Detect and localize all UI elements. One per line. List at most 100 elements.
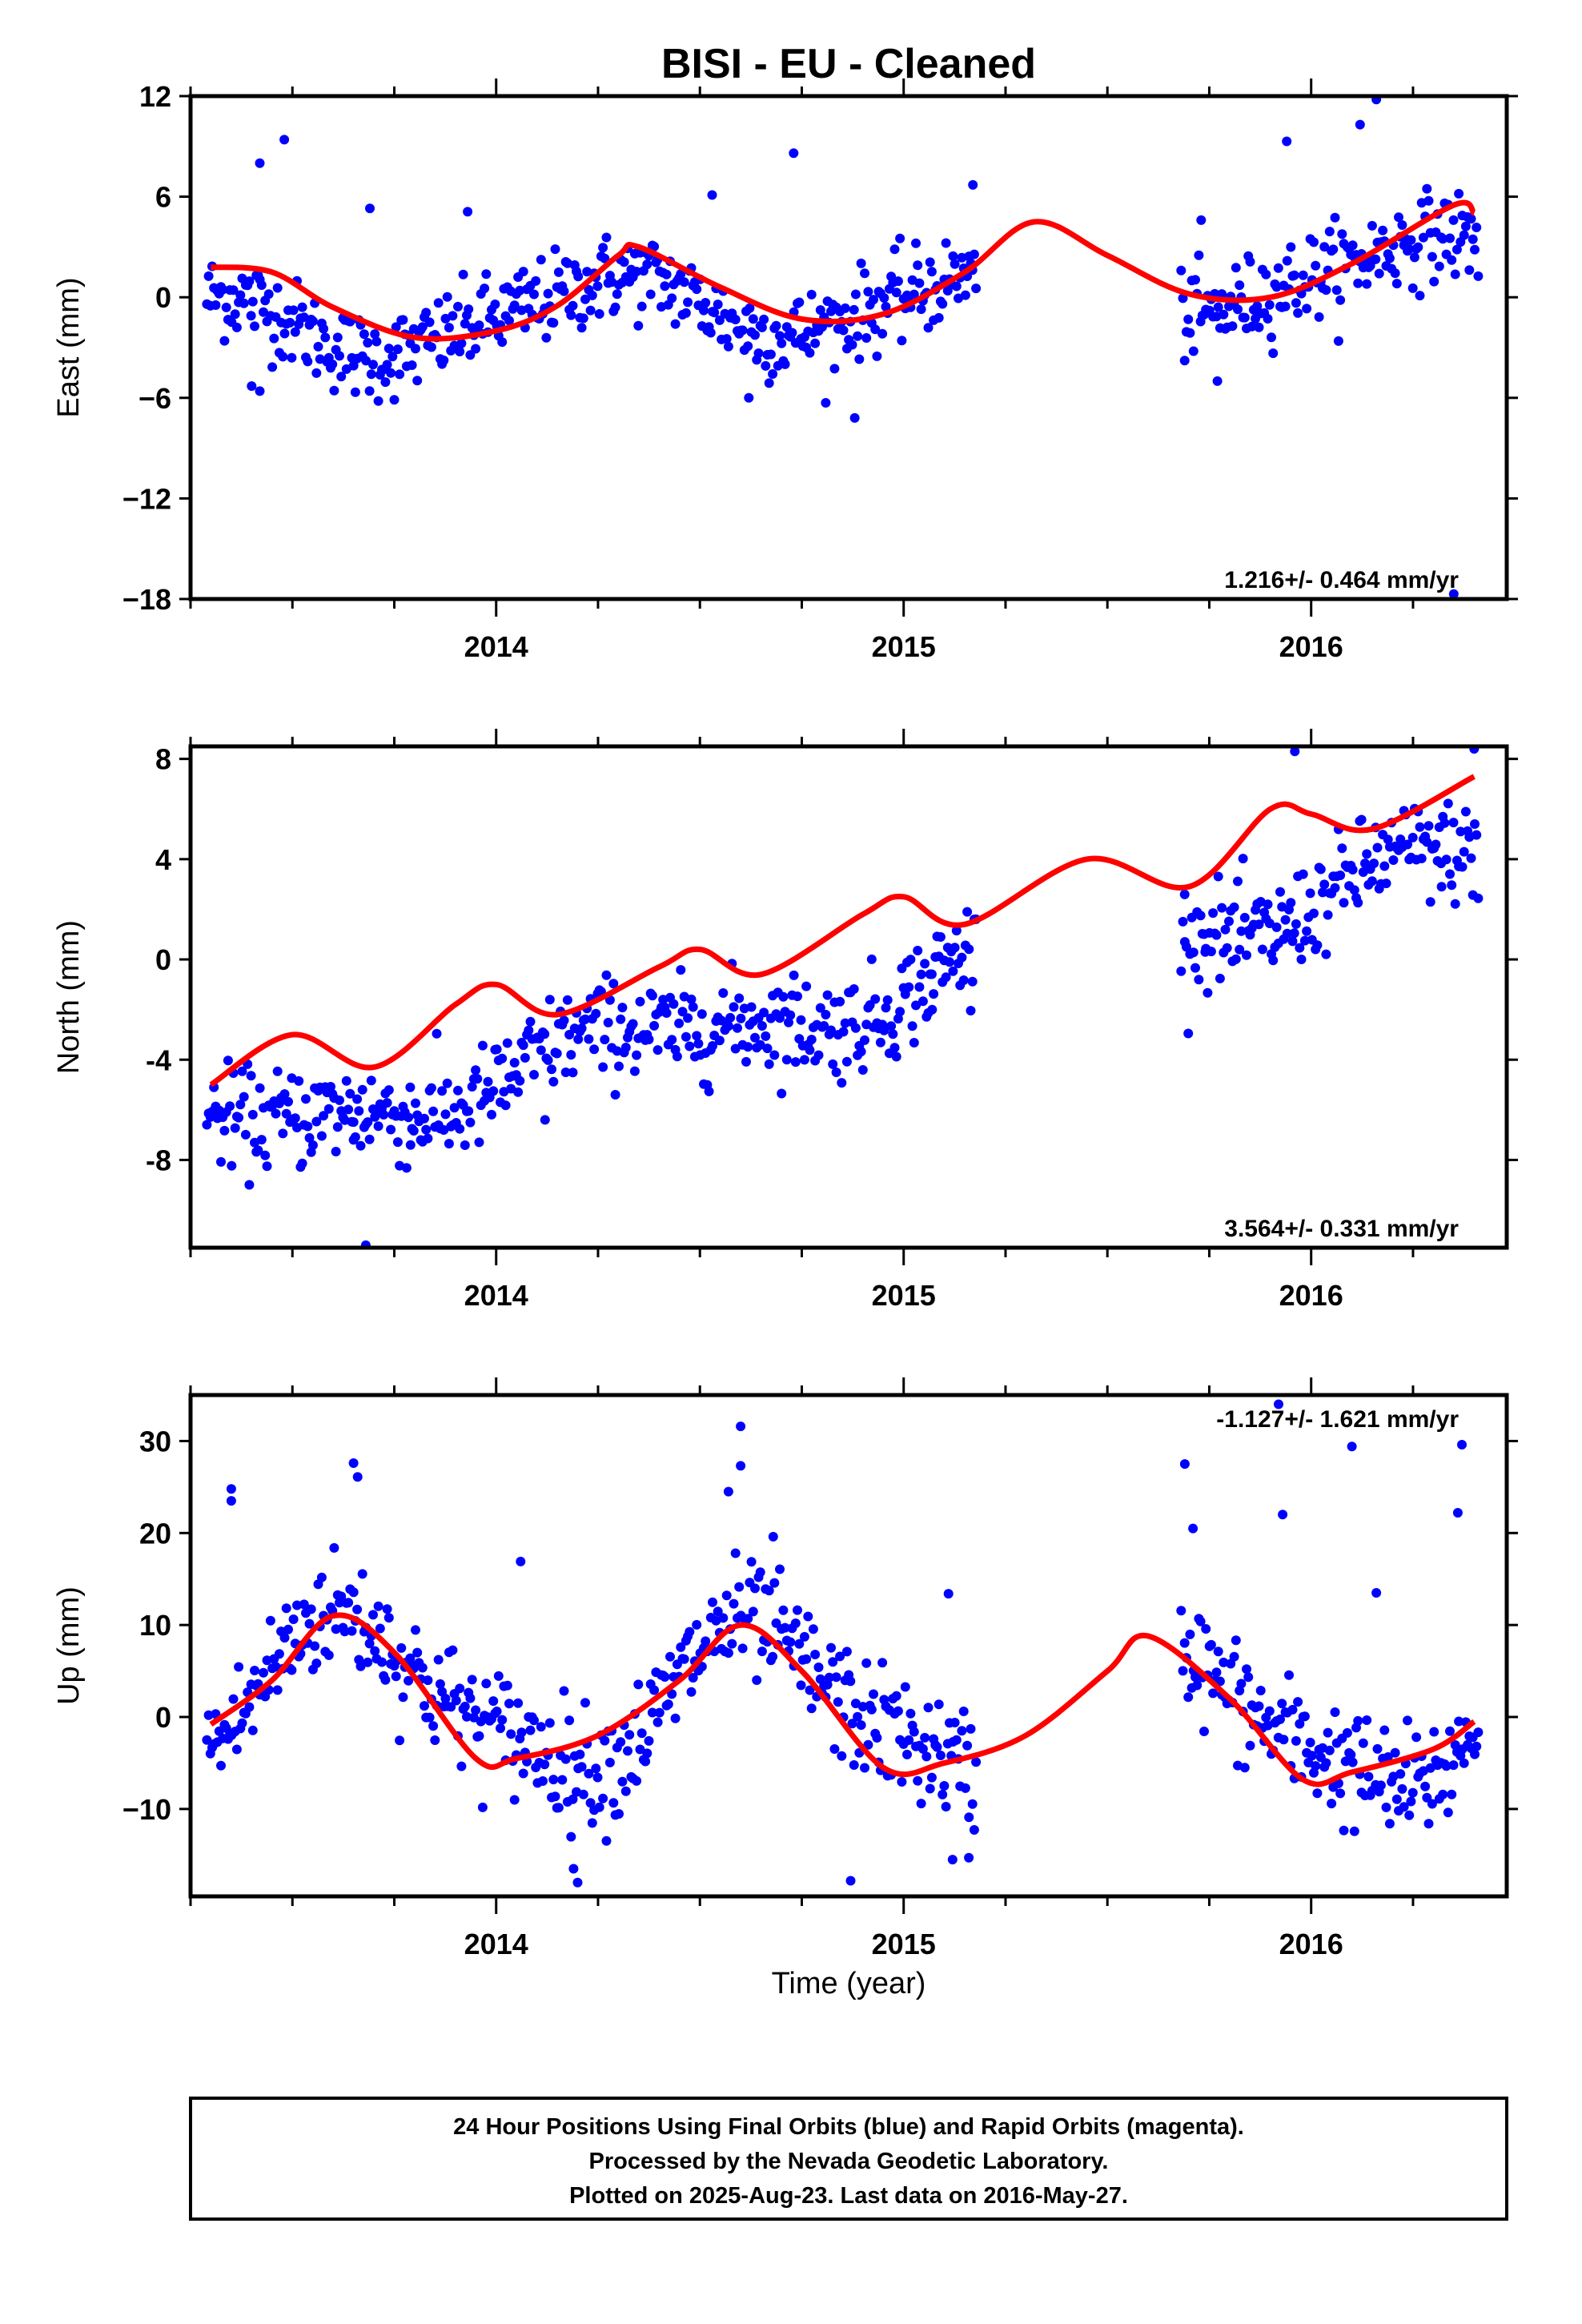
- data-point: [764, 1586, 774, 1596]
- data-point: [746, 1557, 757, 1567]
- data-point: [608, 979, 619, 989]
- fit-line-east: [211, 199, 1476, 342]
- data-point: [1179, 937, 1190, 947]
- x-tick-label: 2015: [872, 1928, 936, 1960]
- x-tick-label: 2015: [872, 630, 936, 663]
- data-point: [736, 1421, 746, 1432]
- data-point: [437, 1086, 448, 1096]
- data-point: [531, 275, 541, 286]
- data-point: [904, 1735, 914, 1745]
- data-point: [734, 1582, 745, 1592]
- data-point: [784, 1017, 793, 1027]
- data-point: [1335, 1788, 1346, 1799]
- data-point: [592, 281, 603, 292]
- data-point: [1199, 1727, 1209, 1736]
- data-point: [598, 1793, 608, 1803]
- data-point: [714, 1035, 725, 1046]
- data-point: [881, 1003, 891, 1013]
- data-point: [1274, 1399, 1283, 1409]
- data-point: [793, 1605, 802, 1615]
- data-point: [1422, 183, 1432, 194]
- data-point: [1211, 1667, 1222, 1678]
- data-point: [260, 1150, 271, 1160]
- x-tick-label: 2014: [464, 630, 528, 663]
- data-point: [723, 1648, 733, 1659]
- data-point: [644, 1035, 654, 1044]
- y-tick-label: -4: [146, 1043, 171, 1076]
- data-point: [589, 1044, 600, 1055]
- data-point: [1305, 1737, 1315, 1747]
- data-point: [938, 299, 948, 309]
- data-point: [319, 1111, 329, 1121]
- data-point: [244, 1180, 255, 1190]
- data-point: [1279, 1735, 1289, 1745]
- data-point: [417, 1663, 428, 1673]
- data-point: [272, 1066, 283, 1076]
- data-point: [676, 1642, 686, 1652]
- data-point: [765, 349, 776, 360]
- data-point: [319, 324, 329, 334]
- data-point: [835, 996, 845, 1007]
- data-point: [304, 1618, 315, 1629]
- data-point: [278, 352, 288, 362]
- data-point: [674, 1018, 685, 1028]
- data-point: [1293, 308, 1303, 318]
- data-point: [1422, 837, 1432, 847]
- data-point: [509, 1058, 520, 1068]
- data-point: [1291, 1735, 1301, 1746]
- data-point: [964, 1852, 974, 1863]
- data-point: [269, 333, 279, 344]
- y-tick-label: 0: [155, 281, 171, 314]
- data-point: [585, 1798, 596, 1808]
- data-point: [1287, 936, 1298, 947]
- data-point: [401, 1163, 412, 1173]
- data-point: [456, 1761, 467, 1771]
- data-point: [1194, 250, 1204, 260]
- data-point: [640, 1756, 651, 1767]
- data-point: [1394, 212, 1403, 223]
- data-point: [805, 1045, 815, 1055]
- data-point: [279, 135, 290, 145]
- data-point: [860, 1035, 869, 1045]
- data-point: [355, 1140, 366, 1151]
- data-point: [600, 1035, 610, 1045]
- data-point: [1311, 1761, 1321, 1771]
- data-point: [1254, 322, 1264, 332]
- data-point: [1286, 242, 1296, 252]
- data-point: [877, 1658, 888, 1668]
- data-point: [411, 1625, 420, 1635]
- data-point: [856, 258, 866, 268]
- data-point: [536, 1722, 546, 1732]
- data-point: [960, 290, 970, 300]
- data-point: [1268, 348, 1279, 359]
- data-point: [909, 289, 919, 300]
- data-point: [1195, 1616, 1206, 1626]
- data-point: [932, 1742, 942, 1752]
- data-point: [857, 1065, 868, 1075]
- data-point: [1342, 1727, 1352, 1738]
- data-point: [230, 309, 240, 320]
- data-point: [1236, 1679, 1247, 1689]
- data-point: [934, 1699, 944, 1710]
- data-point: [373, 1121, 383, 1132]
- data-point: [647, 991, 657, 1001]
- data-point: [1372, 1743, 1383, 1754]
- plot-frame: [188, 94, 1509, 601]
- data-point: [290, 1113, 300, 1124]
- data-point: [1420, 1781, 1431, 1791]
- data-point: [1459, 230, 1469, 240]
- data-point: [1179, 1638, 1190, 1648]
- data-point: [1454, 1716, 1464, 1727]
- data-point: [1309, 908, 1319, 919]
- y-tick-label: 4: [155, 843, 171, 876]
- data-point: [796, 1015, 806, 1025]
- data-point: [299, 1599, 309, 1610]
- data-point: [1245, 256, 1255, 267]
- data-point: [1416, 854, 1427, 863]
- data-point: [1211, 930, 1222, 940]
- data-point: [339, 1626, 350, 1637]
- data-point: [1330, 1707, 1340, 1717]
- data-point: [1466, 214, 1476, 224]
- data-point: [1233, 876, 1243, 887]
- data-point: [872, 351, 882, 361]
